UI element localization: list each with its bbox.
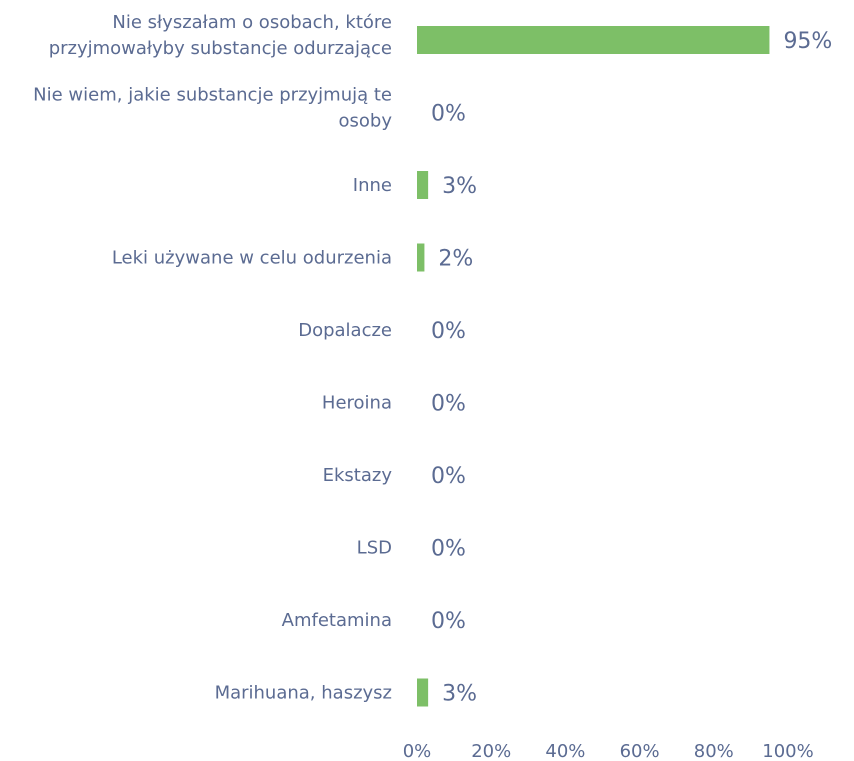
x-tick-label: 0% bbox=[403, 741, 432, 761]
bar-marihuana-haszysz bbox=[417, 678, 429, 707]
bar-leki-używane-w-celu-odurzenia bbox=[417, 243, 425, 272]
value-label-ekstazy: 0% bbox=[431, 464, 466, 489]
x-tick-label: 80% bbox=[694, 741, 734, 761]
value-label-heroina: 0% bbox=[431, 392, 466, 417]
category-label: Inne bbox=[353, 175, 392, 196]
x-tick-label: 60% bbox=[620, 741, 660, 761]
category-label: Heroina bbox=[322, 393, 392, 414]
bar-nie-słyszałam-o-osobach-które-przyjmowałyby-substancje-odurzające bbox=[417, 26, 770, 54]
category-label-line: osoby bbox=[339, 111, 393, 132]
category-label: LSD bbox=[357, 538, 392, 559]
category-label-line: LSD bbox=[357, 538, 392, 559]
category-label: Amfetamina bbox=[282, 610, 392, 631]
x-tick-label: 40% bbox=[545, 741, 585, 761]
value-label-nie-słyszałam-o-osobach-które-przyjmowałyby-substancje-odurzające: 95% bbox=[783, 29, 832, 54]
category-label-line: przyjmowałyby substancje odurzające bbox=[49, 38, 392, 59]
value-label-marihuana-haszysz: 3% bbox=[442, 682, 477, 707]
value-label-lsd: 0% bbox=[431, 537, 466, 562]
category-label-line: Marihuana, haszysz bbox=[215, 683, 392, 704]
category-label: Dopalacze bbox=[298, 320, 392, 341]
x-tick-label: 20% bbox=[471, 741, 511, 761]
category-label-line: Nie wiem, jakie substancje przyjmują te bbox=[33, 85, 392, 106]
value-label-amfetamina: 0% bbox=[431, 609, 466, 634]
value-label-inne: 3% bbox=[442, 174, 477, 199]
category-label: Nie słyszałam o osobach, które przyjmował… bbox=[49, 12, 392, 59]
value-label-nie-wiem-jakie-substancje-przyjmują-te-osoby: 0% bbox=[431, 102, 466, 127]
category-label: Nie wiem, jakie substancje przyjmują te o… bbox=[33, 85, 392, 132]
category-label-line: Ekstazy bbox=[323, 465, 393, 486]
value-label-leki-używane-w-celu-odurzenia: 2% bbox=[438, 247, 473, 272]
value-label-dopalacze: 0% bbox=[431, 319, 466, 344]
category-label: Marihuana, haszysz bbox=[215, 683, 392, 704]
x-tick-label: 100% bbox=[762, 741, 813, 761]
category-label: Ekstazy bbox=[323, 465, 393, 486]
category-label-line: Inne bbox=[353, 175, 392, 196]
category-label-line: Amfetamina bbox=[282, 610, 392, 631]
category-label-line: Heroina bbox=[322, 393, 392, 414]
category-label-line: Nie słyszałam o osobach, które bbox=[112, 12, 392, 33]
category-label: Leki używane w celu odurzenia bbox=[112, 248, 392, 269]
category-label-line: Leki używane w celu odurzenia bbox=[112, 248, 392, 269]
category-label-line: Dopalacze bbox=[298, 320, 392, 341]
bar-inne bbox=[417, 171, 429, 199]
